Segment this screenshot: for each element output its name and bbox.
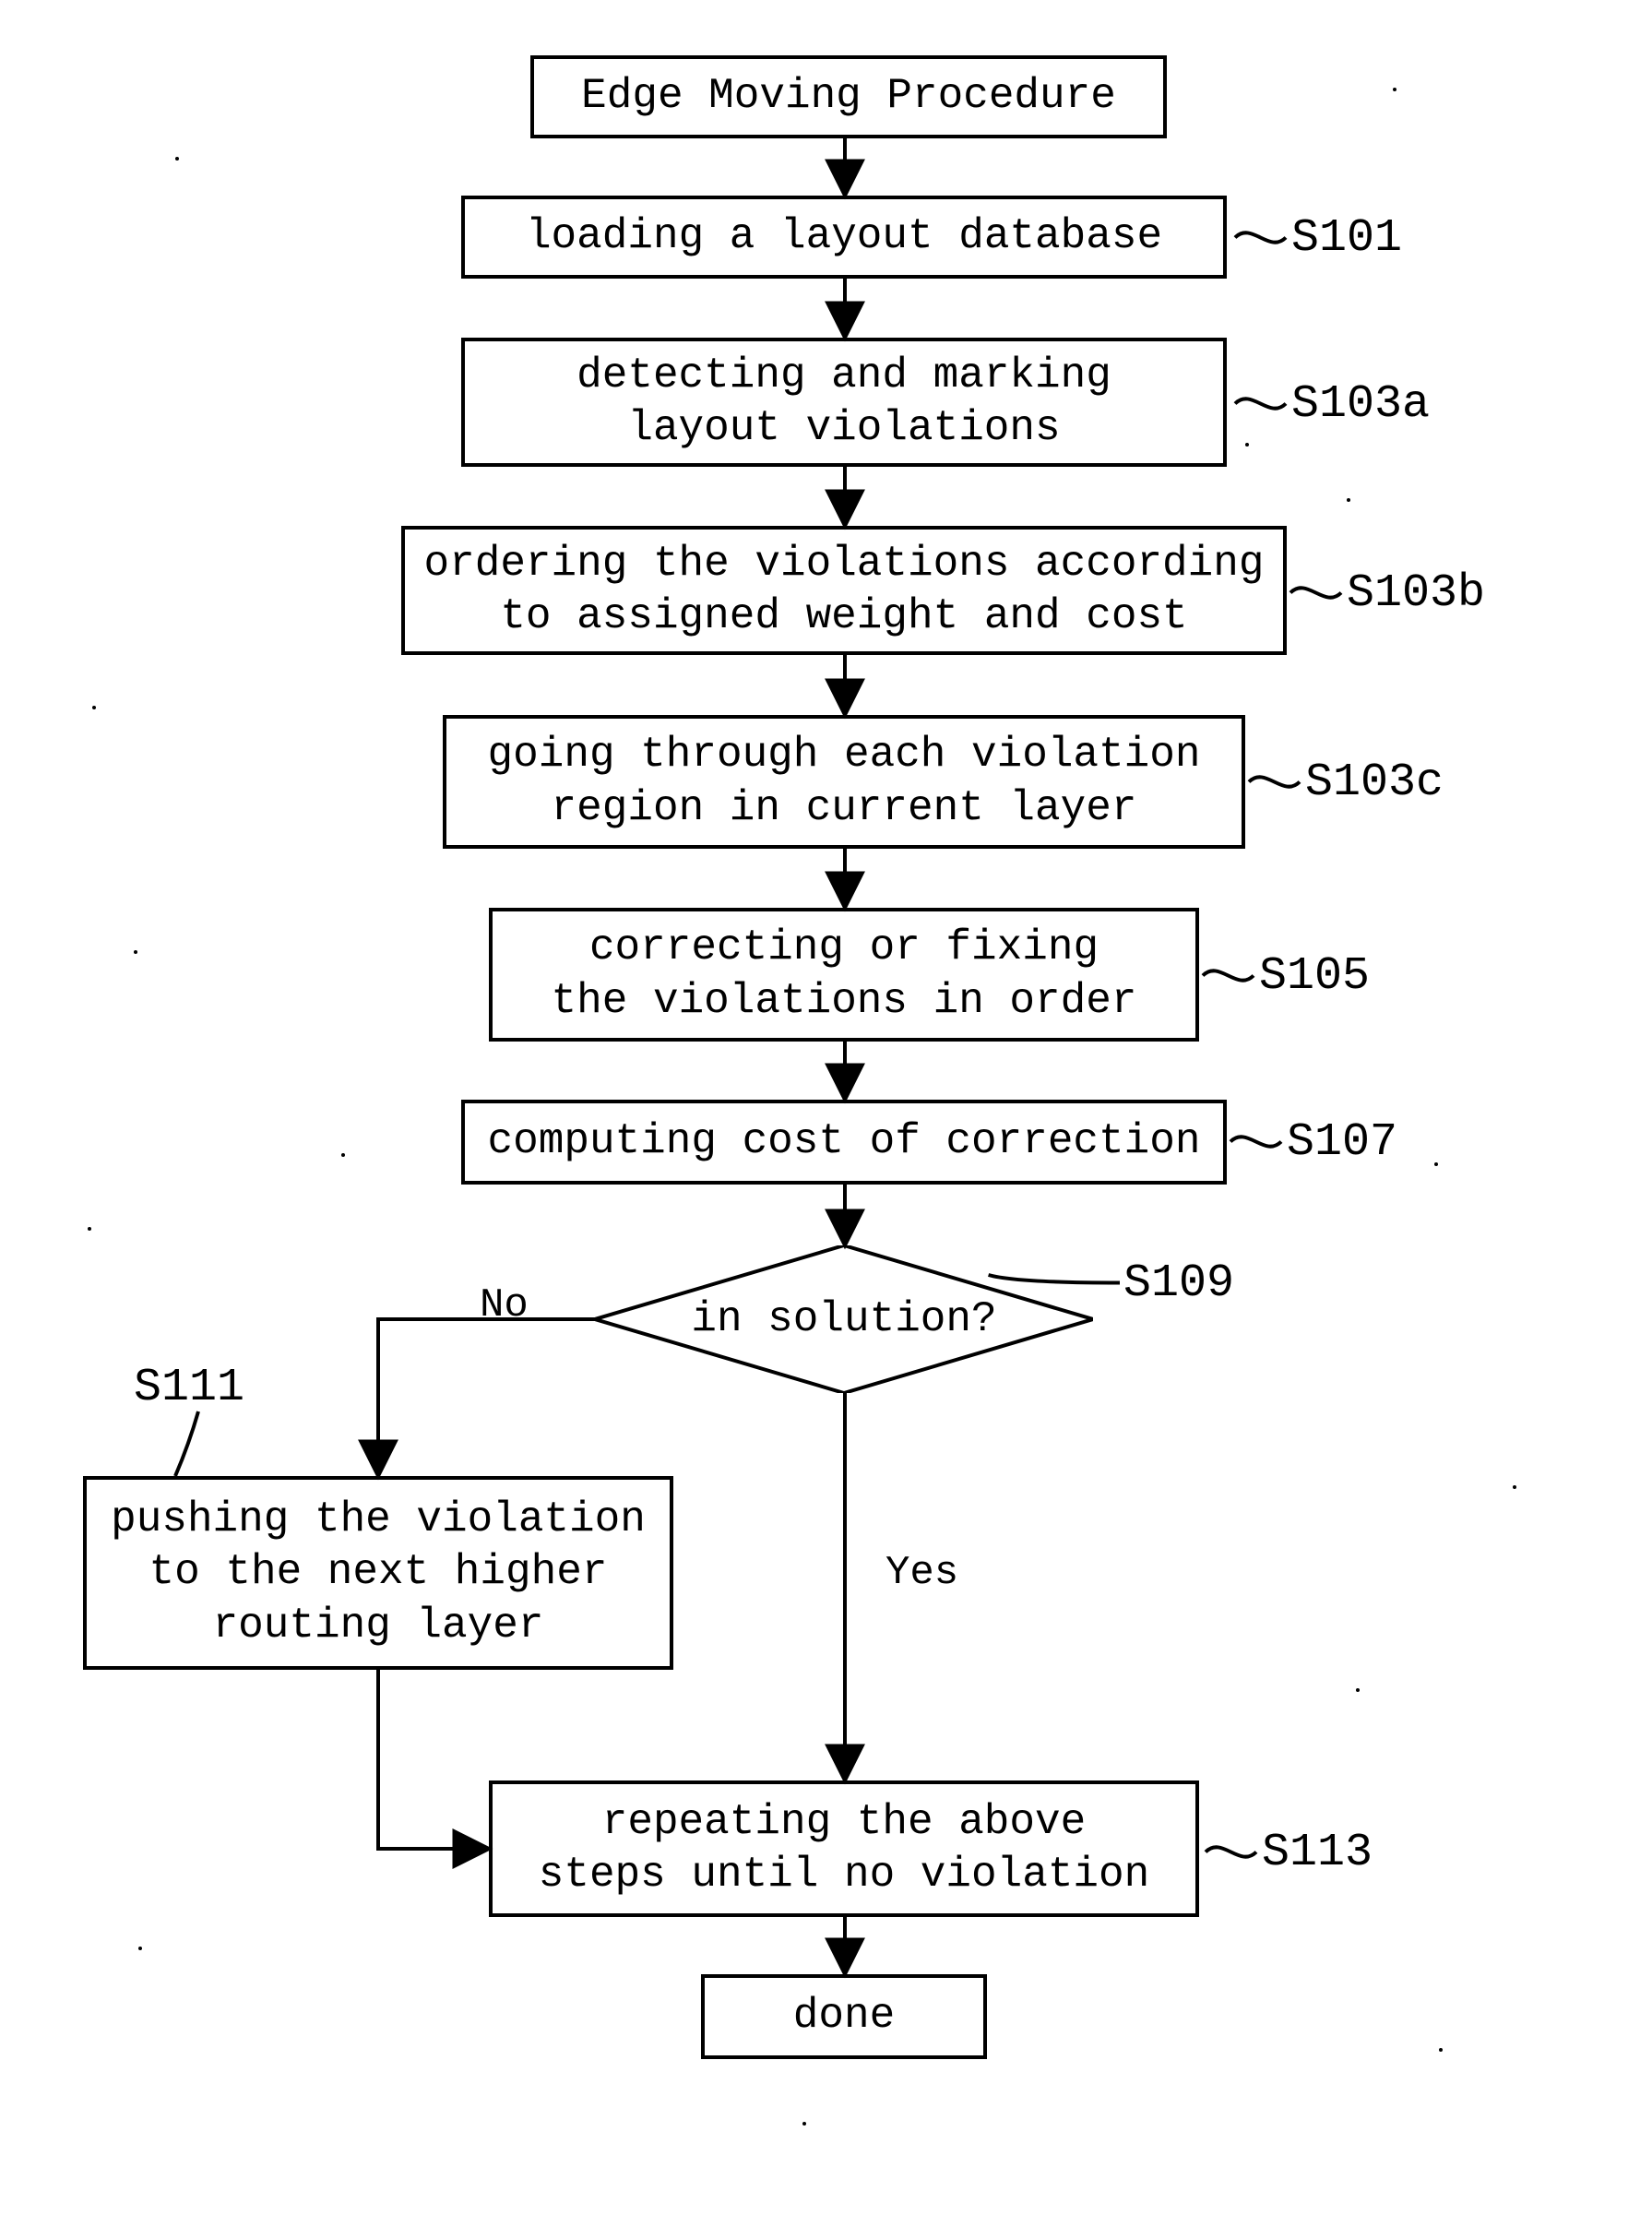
step-label: S103c (1305, 756, 1444, 809)
step-label: S109 (1123, 1257, 1234, 1310)
box-text: pushing the violation to the next higher… (111, 1494, 646, 1653)
noise-speck (88, 1227, 91, 1231)
box-text: repeating the above steps until no viola… (539, 1796, 1150, 1902)
branch-label-yes: Yes (885, 1550, 958, 1596)
box-text: loading a layout database (526, 210, 1162, 264)
step-label: S107 (1287, 1116, 1397, 1169)
step-label: S111 (134, 1362, 244, 1414)
box-text: computing cost of correction (488, 1115, 1201, 1169)
noise-speck (802, 2122, 806, 2126)
box-text: ordering the violations according to ass… (424, 538, 1265, 644)
flow-box-n_s101: loading a layout database (461, 196, 1227, 279)
flow-box-n_s103b: ordering the violations according to ass… (401, 526, 1287, 655)
flow-box-n_s107: computing cost of correction (461, 1100, 1227, 1185)
flow-box-n_s105: correcting or fixing the violations in o… (489, 908, 1199, 1042)
box-text: Edge Moving Procedure (581, 70, 1116, 124)
noise-speck (1356, 1688, 1360, 1692)
noise-speck (1434, 1162, 1438, 1166)
step-label: S101 (1291, 212, 1402, 265)
box-text: going through each violation region in c… (488, 729, 1201, 835)
decision-text: in solution? (691, 1295, 996, 1343)
flow-box-n_s111: pushing the violation to the next higher… (83, 1476, 673, 1670)
step-label: S113 (1262, 1827, 1373, 1879)
noise-speck (175, 157, 179, 161)
flowchart-canvas: Edge Moving Procedure loading a layout da… (0, 0, 1652, 2215)
step-label: S103b (1347, 567, 1485, 620)
noise-speck (134, 950, 137, 954)
noise-speck (1393, 766, 1396, 769)
noise-speck (341, 1153, 345, 1157)
noise-speck (92, 706, 96, 709)
box-text: done (793, 1990, 895, 2043)
noise-speck (1513, 1485, 1516, 1489)
flow-box-n_s103a: detecting and marking layout violations (461, 338, 1227, 467)
step-label: S105 (1259, 950, 1370, 1003)
noise-speck (1347, 498, 1350, 502)
flow-box-n_s113: repeating the above steps until no viola… (489, 1780, 1199, 1917)
branch-label-no: No (480, 1282, 529, 1328)
flow-box-n_s103c: going through each violation region in c… (443, 715, 1245, 849)
noise-speck (138, 1947, 142, 1950)
flow-box-n_done: done (701, 1974, 987, 2059)
flow-box-n_start: Edge Moving Procedure (530, 55, 1167, 138)
step-label: S103a (1291, 378, 1430, 431)
flow-decision-n_s109: in solution? (595, 1245, 1093, 1393)
noise-speck (1393, 88, 1396, 91)
noise-speck (1439, 2048, 1443, 2052)
box-text: detecting and marking layout violations (576, 350, 1111, 456)
noise-speck (1245, 443, 1249, 447)
box-text: correcting or fixing the violations in o… (552, 922, 1137, 1028)
